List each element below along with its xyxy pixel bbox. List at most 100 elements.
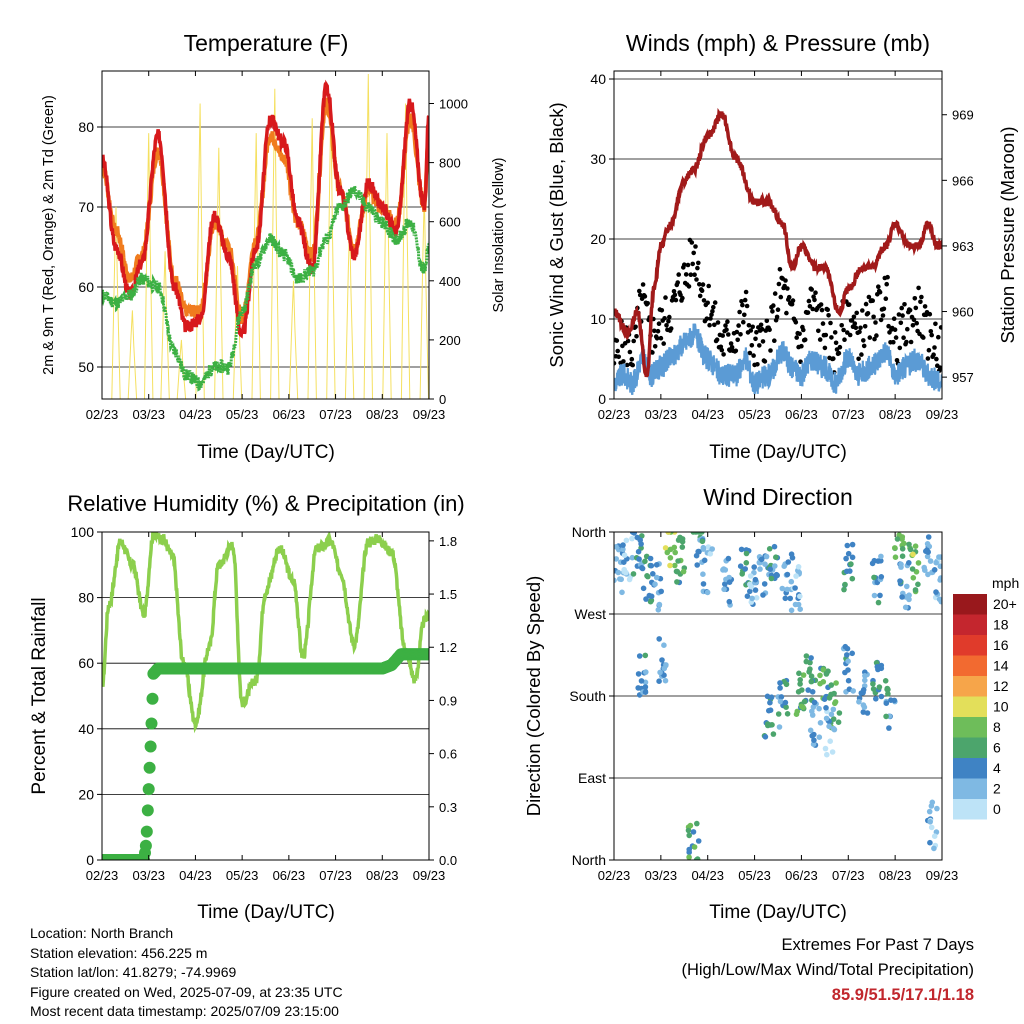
wind-direction-point [877,592,883,599]
y-tick-label: 30 [590,151,606,167]
wind-direction-point [856,699,862,705]
gust-point [790,298,796,303]
station-latlon: Station lat/lon: 41.8279; -74.9969 [30,964,237,980]
wind-direction-point [800,704,806,711]
gust-point [774,314,780,320]
precip-point [142,783,155,796]
gust-point [832,330,838,335]
wind-direction-point [823,715,830,722]
y2-tick-label: 0.6 [439,747,457,762]
gust-point [778,294,784,300]
wind-direction-point [883,700,890,706]
y2-tick-label: 200 [439,333,461,348]
temperature-frame [101,70,430,400]
wind-direction-point [845,550,852,557]
gust-point [916,285,921,291]
gust-point [870,298,875,304]
insolation-line [419,192,429,399]
wind-direction-point [925,534,932,540]
wind-direction-point [927,839,933,846]
gust-point [938,325,942,330]
x-tick-label: 09/23 [413,407,446,422]
gust-point [928,329,934,334]
wind-direction-point [643,669,649,675]
legend-label: 10 [993,699,1009,715]
wind-direction-point [807,727,814,734]
wind-direction-point [739,571,745,577]
wind-direction-point [873,696,879,702]
gust-point [896,312,902,317]
wind-direction-point [886,725,892,731]
gust-point [839,323,844,328]
gust-point [627,349,633,355]
wind-direction-point [828,691,834,698]
gust-point [831,356,836,361]
wind-direction-point [667,555,674,561]
wind-direction-point [787,595,793,602]
gust-point [625,338,631,344]
wind-direction-point [645,573,651,580]
gust-point [799,343,804,349]
gust-point [908,339,914,345]
gust-point [637,292,643,298]
gust-point [740,302,745,308]
wind-direction-point [931,845,937,852]
gust-point [692,272,697,278]
wind-direction-point [937,577,942,583]
wind-direction-point [864,710,871,716]
gust-point [904,339,909,345]
x-tick-label: 02/23 [598,868,631,883]
insolation-line [214,147,224,399]
gust-point [652,344,658,349]
winds-x-label: Time (Day/UTC) [709,442,847,463]
wind-direction-point [933,559,939,566]
gust-point [680,295,685,301]
legend-label: 12 [993,678,1009,694]
wind-direction-point [656,636,662,642]
x-tick-label: 03/23 [645,868,678,883]
x-tick-label: 07/23 [832,407,865,422]
wind-direction-point [737,563,744,569]
wind-direction-point [679,544,686,550]
wind-direction-point [795,601,802,608]
gust-point [849,318,855,323]
wind-direction-point [700,544,707,551]
legend-swatch [953,737,987,758]
wind-direction-point [894,536,901,542]
insolation-line [127,310,138,399]
wind-direction-point [760,592,766,598]
wind-direction-point [849,541,856,548]
wind-direction-point [661,642,667,648]
gust-point [672,292,678,298]
gust-point [739,299,744,304]
wind-direction-point [823,670,830,676]
gust-point [656,321,662,327]
wind-direction-point [777,680,783,686]
wind-direction-point [640,585,647,592]
wind-direction-point [751,564,757,570]
wind-direction-point [775,711,782,717]
wind-direction-point [902,604,909,611]
gust-point [712,300,718,305]
gust-point [828,320,833,326]
wind-direction-point [822,745,829,752]
wind-direction-point [795,564,802,570]
wind-direction-point [672,549,678,556]
x-tick-label: 08/23 [366,407,399,422]
gust-point [861,343,867,349]
temperature-panel: Temperature (F) 50 60 70 80 0 200 400 600 800 10… [41,30,507,463]
gust-point [688,272,694,278]
gust-point [786,294,792,300]
gust-point [775,307,781,313]
wind-direction-point [647,598,654,605]
gust-point [784,310,789,316]
gust-point [883,296,889,302]
wind-direction-point [773,554,779,560]
wind-direction-point [648,562,655,569]
wind-direction-point [784,586,790,593]
wind-direction-point [788,551,795,557]
wind-direction-point [700,571,706,577]
gust-point [809,287,814,292]
legend-swatch [953,717,987,738]
gust-point [719,347,725,353]
